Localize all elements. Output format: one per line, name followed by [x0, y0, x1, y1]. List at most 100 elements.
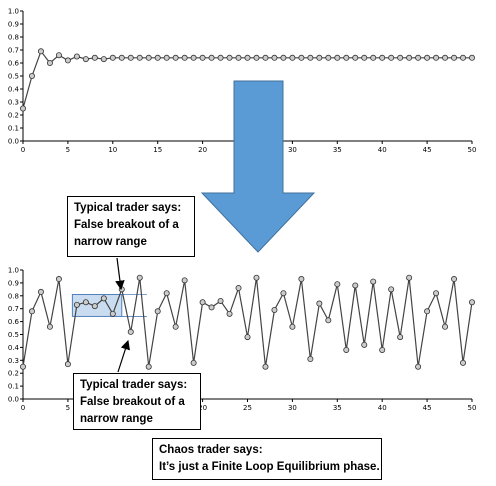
top-chart-x-tick-label: 5 [66, 146, 70, 154]
top-chart-data-point [145, 54, 152, 61]
bottom-chart-x-tick-label: 30 [288, 404, 297, 412]
top-chart-data-point [109, 54, 116, 61]
bottom-chart-data-point [37, 288, 44, 295]
top-chart-data-point [262, 54, 269, 61]
bottom-chart-y-tick-label: 0.1 [8, 383, 19, 391]
bottom-chart-data-point [82, 299, 89, 306]
top-chart-data-point [433, 54, 440, 61]
bottom-chart-data-point [280, 290, 287, 297]
bottom-chart-data-point [262, 363, 269, 370]
top-chart-data-point [388, 54, 395, 61]
bottom-chart-data-point [352, 282, 359, 289]
top-chart-data-point [91, 54, 98, 61]
callout-bottom-line2: False breakout of a [80, 396, 185, 408]
down-arrow [200, 80, 316, 253]
top-chart-data-point [190, 54, 197, 61]
top-chart-y-tick-label: 1.0 [8, 8, 19, 16]
top-chart-x-tick-label: 20 [198, 146, 207, 154]
callout-chaos: Chaos trader says: It’s just a Finite Lo… [152, 438, 382, 480]
bottom-chart-y-tick-label: 0.2 [8, 370, 19, 378]
top-chart-data-point [199, 54, 206, 61]
callout-chaos-line2: It’s just a Finite Loop Equilibrium phas… [159, 461, 380, 473]
top-chart-y-tick-label: 0.8 [8, 34, 19, 42]
bottom-chart-data-point [19, 363, 26, 370]
top-chart-y-tick-label: 0.4 [8, 86, 20, 94]
top-chart-data-point [334, 54, 341, 61]
top-chart-x-tick-label: 15 [153, 146, 162, 154]
top-chart-data-point [181, 54, 188, 61]
bottom-chart-data-point [325, 317, 332, 324]
bottom-chart-data-point [334, 281, 341, 288]
pointer-top [115, 257, 125, 291]
bottom-chart-data-point [55, 276, 62, 283]
top-chart-data-point [316, 54, 323, 61]
top-chart-data-point [307, 54, 314, 61]
bottom-chart-data-point [433, 290, 440, 297]
top-chart-data-point [244, 54, 251, 61]
top-chart-data-point [82, 56, 89, 63]
top-chart-data-point [442, 54, 449, 61]
bottom-chart-data-point [163, 290, 170, 297]
top-chart-data-point [370, 54, 377, 61]
top-chart-data-point [343, 54, 350, 61]
pointer-bottom [117, 339, 130, 373]
bottom-chart-data-point [28, 308, 35, 315]
bottom-chart-y-tick-label: 0.3 [8, 357, 19, 365]
bottom-chart-data-point [460, 359, 467, 366]
bottom-chart-data-point [73, 301, 80, 308]
bottom-chart-y-tick-label: 0.4 [8, 344, 20, 352]
top-chart-data-point [468, 54, 475, 61]
bottom-chart-x-tick-label: 50 [468, 404, 477, 412]
bottom-chart-data-point [388, 286, 395, 293]
bottom-chart-y-tick-label: 1.0 [8, 267, 19, 275]
bottom-chart-x-tick-label: 0 [21, 404, 25, 412]
top-chart-y-tick-label: 0.0 [8, 138, 19, 146]
bottom-chart-data-point [172, 323, 179, 330]
bottom-chart-y-tick-label: 0.6 [8, 318, 20, 326]
top-chart-data-point [55, 52, 62, 59]
top-chart-data-point [46, 60, 53, 67]
callout-top-line2: False breakout of a [74, 219, 179, 231]
bottom-chart-x-tick-label: 45 [423, 404, 432, 412]
top-chart-data-point [325, 54, 332, 61]
bottom-chart-y-tick-label: 0.7 [8, 305, 19, 313]
top-chart-data-point [460, 54, 467, 61]
top-chart-data-point [64, 57, 71, 64]
top-chart-x-tick-label: 30 [288, 146, 297, 154]
bottom-chart-data-point [100, 295, 107, 302]
callout-bottom-line3: narrow range [80, 413, 153, 425]
bottom-chart-data-point [424, 308, 431, 315]
top-chart-data-point [406, 54, 413, 61]
callout-top: Typical trader says: False breakout of a… [67, 196, 195, 257]
top-chart-y-tick-label: 0.1 [8, 125, 19, 133]
bottom-chart-data-point [442, 323, 449, 330]
top-chart-data-point [37, 48, 44, 55]
bottom-chart-x-tick-label: 20 [198, 404, 207, 412]
bottom-chart-data-point [468, 299, 475, 306]
bottom-chart-data-point [307, 356, 314, 363]
top-chart-data-point [118, 54, 125, 61]
bottom-chart-data-point [181, 277, 188, 284]
arrow-shape [200, 80, 316, 253]
top-chart-data-point [163, 54, 170, 61]
bottom-chart-data-point [145, 363, 152, 370]
top-chart-data-point [280, 54, 287, 61]
bottom-chart-data-point [316, 300, 323, 307]
bottom-chart-data-point [244, 334, 251, 341]
callout-bottom: Typical trader says: False breakout of a… [73, 373, 201, 430]
top-chart-x-tick-label: 10 [108, 146, 117, 154]
top-chart-x-tick-label: 35 [333, 146, 342, 154]
bottom-chart-data-point [136, 274, 143, 281]
top-chart-data-point [100, 56, 107, 63]
top-chart-data-point [154, 54, 161, 61]
top-chart-data-point [172, 54, 179, 61]
bottom-chart-data-point [127, 328, 134, 335]
callout-chaos-line1: Chaos trader says: [159, 444, 263, 456]
top-chart-x-tick-label: 40 [378, 146, 387, 154]
callout-top-line3: narrow range [74, 236, 147, 248]
top-chart-data-point [451, 54, 458, 61]
bottom-chart-data-point [154, 308, 161, 315]
top-chart-data-point [397, 54, 404, 61]
top-chart-data-point [361, 54, 368, 61]
bottom-chart-data-point [118, 286, 125, 293]
